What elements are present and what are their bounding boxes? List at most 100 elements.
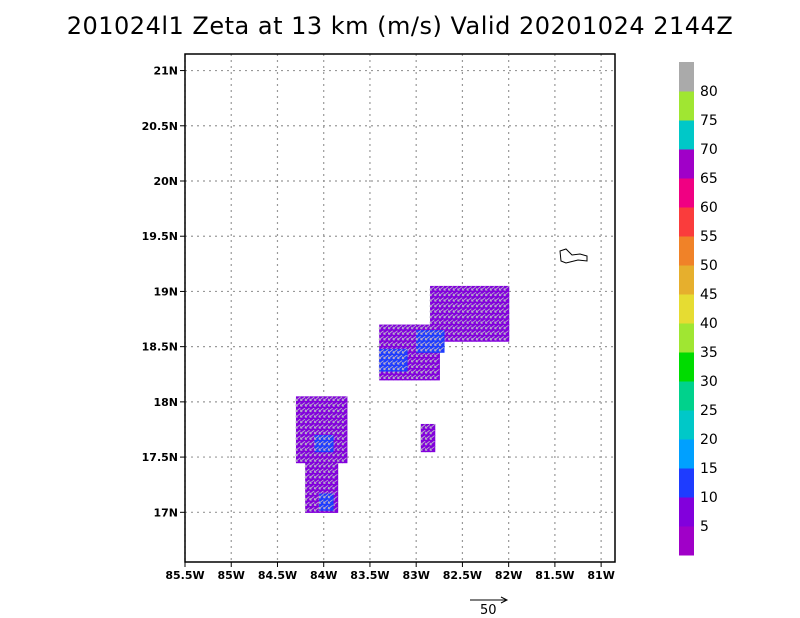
field-cell <box>439 319 445 326</box>
field-cell <box>504 324 510 331</box>
wind-arrow <box>336 423 343 429</box>
wind-arrow <box>323 468 329 473</box>
wind-arrow <box>420 368 426 374</box>
field-cell <box>434 302 440 309</box>
wind-arrow <box>327 468 334 473</box>
wind-arrow <box>498 302 505 308</box>
wind-arrow <box>484 324 491 330</box>
field-cell <box>430 435 436 442</box>
field-cell <box>328 462 334 469</box>
wind-arrow <box>434 346 440 352</box>
field-cell <box>425 352 431 359</box>
wind-arrow <box>332 418 339 424</box>
field-cell <box>379 330 385 337</box>
wind-arrow <box>424 329 431 335</box>
reference-vector: 50 <box>470 596 509 618</box>
field-cell <box>406 324 413 331</box>
field-cell <box>434 308 440 315</box>
wind-arrow <box>466 291 473 297</box>
wind-arrow <box>480 285 487 291</box>
wind-arrow <box>429 429 436 435</box>
wind-arrow <box>443 318 450 324</box>
field-cell <box>323 504 329 511</box>
field-cell <box>471 324 477 331</box>
field-cell <box>471 313 477 320</box>
wind-arrow <box>313 423 320 429</box>
wind-arrow <box>295 440 302 446</box>
field-cell <box>328 418 334 425</box>
wind-arrow <box>443 296 450 302</box>
wind-arrow <box>489 291 496 297</box>
wind-arrow <box>429 318 436 324</box>
field-cell <box>425 357 431 364</box>
wind-arrow <box>304 445 311 451</box>
wind-arrow <box>397 365 403 371</box>
wind-arrow <box>461 307 468 313</box>
field-cell <box>425 341 431 348</box>
field-cell <box>314 423 320 431</box>
wind-arrow <box>318 498 325 504</box>
wind-arrow <box>401 365 408 371</box>
field-cell <box>448 291 454 298</box>
wind-arrow <box>424 357 431 363</box>
wind-arrow <box>415 341 422 346</box>
field-cell <box>332 495 339 502</box>
wind-arrow <box>299 418 306 424</box>
wind-arrow <box>318 479 325 484</box>
field-cell <box>443 291 450 298</box>
field-cell <box>337 457 343 464</box>
field-cell <box>416 335 422 342</box>
wind-arrow <box>309 401 315 407</box>
wind-arrow <box>406 335 413 341</box>
field-cell <box>388 359 394 367</box>
colorbar-swatch <box>679 149 694 179</box>
wind-arrow <box>471 329 477 335</box>
field-cell <box>323 423 329 431</box>
field-cell <box>332 412 339 420</box>
field-cell <box>499 330 505 337</box>
field-cell <box>309 473 316 480</box>
wind-arrow <box>484 291 491 297</box>
field-cell <box>309 468 316 475</box>
wind-arrow <box>323 423 329 429</box>
wind-arrow <box>466 329 473 335</box>
y-axis: 17N 17.5N 18N 18.5N 19N 19.5N 20N 20.5N 21N <box>142 65 185 519</box>
wind-arrow <box>443 307 450 313</box>
wind-arrow <box>471 313 477 319</box>
field-cell <box>430 324 436 331</box>
wind-arrow <box>401 341 408 346</box>
wind-arrow <box>406 324 413 330</box>
wind-arrow <box>494 296 500 302</box>
field-cell <box>406 368 413 375</box>
wind-arrow <box>461 302 468 308</box>
wind-arrow <box>378 374 385 379</box>
wind-arrow <box>484 296 491 302</box>
field-cell <box>453 291 459 298</box>
colorbar-swatch <box>679 62 694 92</box>
wind-arrow <box>447 318 454 324</box>
wind-arrow <box>378 341 385 346</box>
wind-arrow <box>498 285 505 291</box>
wind-arrow <box>498 329 505 335</box>
wind-arrow <box>397 359 403 365</box>
wind-arrow <box>295 434 302 440</box>
wind-arrow <box>392 359 399 365</box>
wind-arrow <box>313 418 320 424</box>
wind-arrow <box>415 374 422 379</box>
field-cell <box>462 330 468 337</box>
wind-arrow <box>438 302 445 308</box>
field-cell <box>379 341 385 348</box>
colorbar-swatch <box>679 207 694 237</box>
wind-arrow <box>309 445 315 451</box>
field-cell <box>309 451 316 458</box>
field-cell <box>494 313 501 320</box>
field-cell <box>305 484 311 491</box>
field-cell <box>314 506 320 513</box>
field-cell <box>393 359 399 367</box>
wind-arrow <box>313 473 320 479</box>
wind-arrow <box>484 302 491 308</box>
wind-arrow <box>420 341 426 346</box>
field-cell <box>309 495 316 502</box>
field-cell <box>393 354 399 361</box>
field-cell <box>425 423 431 431</box>
